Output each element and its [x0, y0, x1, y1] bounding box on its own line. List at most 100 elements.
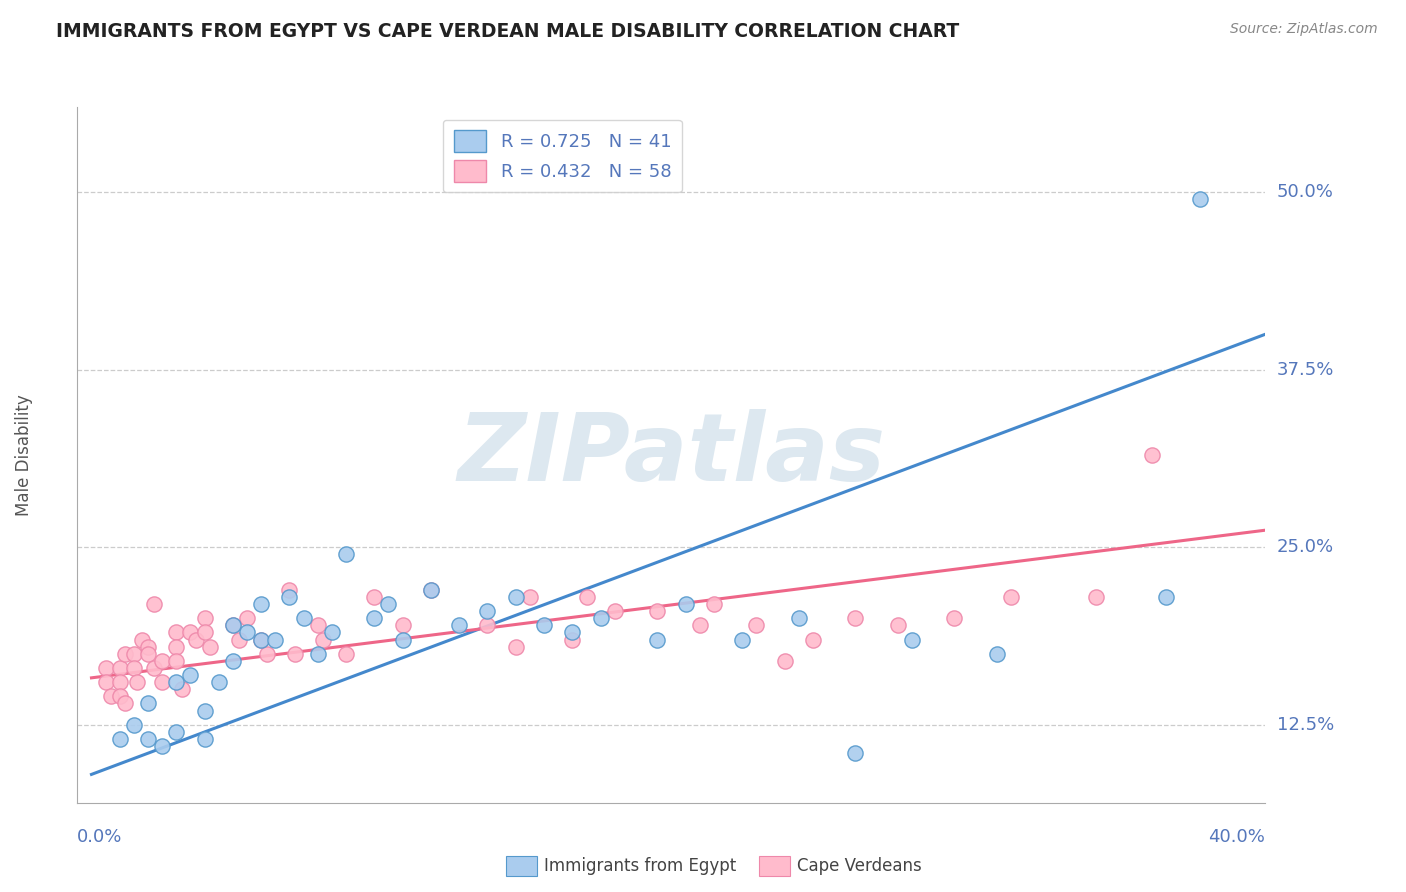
Point — [943, 611, 966, 625]
Point — [321, 625, 343, 640]
Point — [165, 625, 187, 640]
Point — [179, 668, 201, 682]
Point — [675, 597, 697, 611]
Point — [505, 590, 527, 604]
Point — [292, 611, 315, 625]
Point — [419, 582, 441, 597]
Point — [136, 647, 159, 661]
Text: 37.5%: 37.5% — [1277, 360, 1334, 379]
Point — [228, 632, 250, 647]
Text: 50.0%: 50.0% — [1277, 183, 1333, 202]
Point — [477, 618, 499, 632]
Text: 12.5%: 12.5% — [1277, 715, 1334, 734]
Point — [335, 647, 357, 661]
Point — [165, 724, 187, 739]
Point — [114, 647, 136, 661]
Text: 0.0%: 0.0% — [77, 828, 122, 846]
Point — [136, 731, 159, 746]
Point — [561, 632, 583, 647]
Point — [505, 640, 527, 654]
Point — [250, 597, 273, 611]
Point — [165, 654, 187, 668]
Point — [278, 590, 301, 604]
Point — [165, 675, 187, 690]
Point — [250, 632, 273, 647]
Point — [391, 632, 413, 647]
Point — [335, 547, 357, 561]
Point — [561, 625, 583, 640]
Point — [194, 625, 217, 640]
Point — [264, 632, 287, 647]
Point — [1142, 448, 1164, 462]
Point — [901, 632, 924, 647]
Point — [477, 604, 499, 618]
Point — [844, 746, 866, 760]
Point — [1156, 590, 1178, 604]
Point — [179, 625, 201, 640]
Point — [94, 661, 117, 675]
Point — [519, 590, 541, 604]
Point — [307, 618, 329, 632]
Point — [256, 647, 278, 661]
Point — [108, 690, 131, 704]
Point — [122, 717, 145, 731]
Point — [575, 590, 598, 604]
Point — [1189, 192, 1212, 206]
Point — [419, 582, 441, 597]
Point — [236, 625, 259, 640]
Point — [136, 697, 159, 711]
Point — [391, 618, 413, 632]
Point — [589, 611, 612, 625]
Point — [236, 611, 259, 625]
Point — [1000, 590, 1022, 604]
Point — [844, 611, 866, 625]
Point — [150, 675, 173, 690]
Point — [150, 739, 173, 753]
Point — [1084, 590, 1107, 604]
Point — [787, 611, 810, 625]
Point — [142, 661, 165, 675]
Point — [645, 604, 668, 618]
Point — [114, 697, 136, 711]
Point — [222, 654, 245, 668]
Text: IMMIGRANTS FROM EGYPT VS CAPE VERDEAN MALE DISABILITY CORRELATION CHART: IMMIGRANTS FROM EGYPT VS CAPE VERDEAN MA… — [56, 22, 959, 41]
Point — [170, 682, 193, 697]
Point — [125, 675, 148, 690]
Text: Male Disability: Male Disability — [15, 394, 32, 516]
Point — [108, 731, 131, 746]
Point — [278, 582, 301, 597]
Point — [194, 731, 217, 746]
Point — [363, 590, 385, 604]
Point — [222, 618, 245, 632]
Point — [533, 618, 555, 632]
Point — [142, 597, 165, 611]
Text: 40.0%: 40.0% — [1209, 828, 1265, 846]
Legend: R = 0.725   N = 41, R = 0.432   N = 58: R = 0.725 N = 41, R = 0.432 N = 58 — [443, 120, 682, 193]
Point — [222, 618, 245, 632]
Point — [449, 618, 471, 632]
Point — [94, 675, 117, 690]
Point — [108, 661, 131, 675]
Point — [250, 632, 273, 647]
Text: Immigrants from Egypt: Immigrants from Egypt — [544, 857, 737, 875]
Point — [186, 632, 208, 647]
Point — [886, 618, 908, 632]
Text: ZIPatlas: ZIPatlas — [457, 409, 886, 501]
Point — [801, 632, 824, 647]
Point — [745, 618, 768, 632]
Point — [194, 704, 217, 718]
Point — [703, 597, 725, 611]
Text: Cape Verdeans: Cape Verdeans — [797, 857, 922, 875]
Point — [136, 640, 159, 654]
Point — [100, 690, 122, 704]
Point — [731, 632, 754, 647]
Point — [773, 654, 796, 668]
Point — [603, 604, 626, 618]
Point — [108, 675, 131, 690]
Point — [208, 675, 231, 690]
Point — [150, 654, 173, 668]
Point — [312, 632, 335, 647]
Point — [377, 597, 399, 611]
Point — [122, 661, 145, 675]
Point — [307, 647, 329, 661]
